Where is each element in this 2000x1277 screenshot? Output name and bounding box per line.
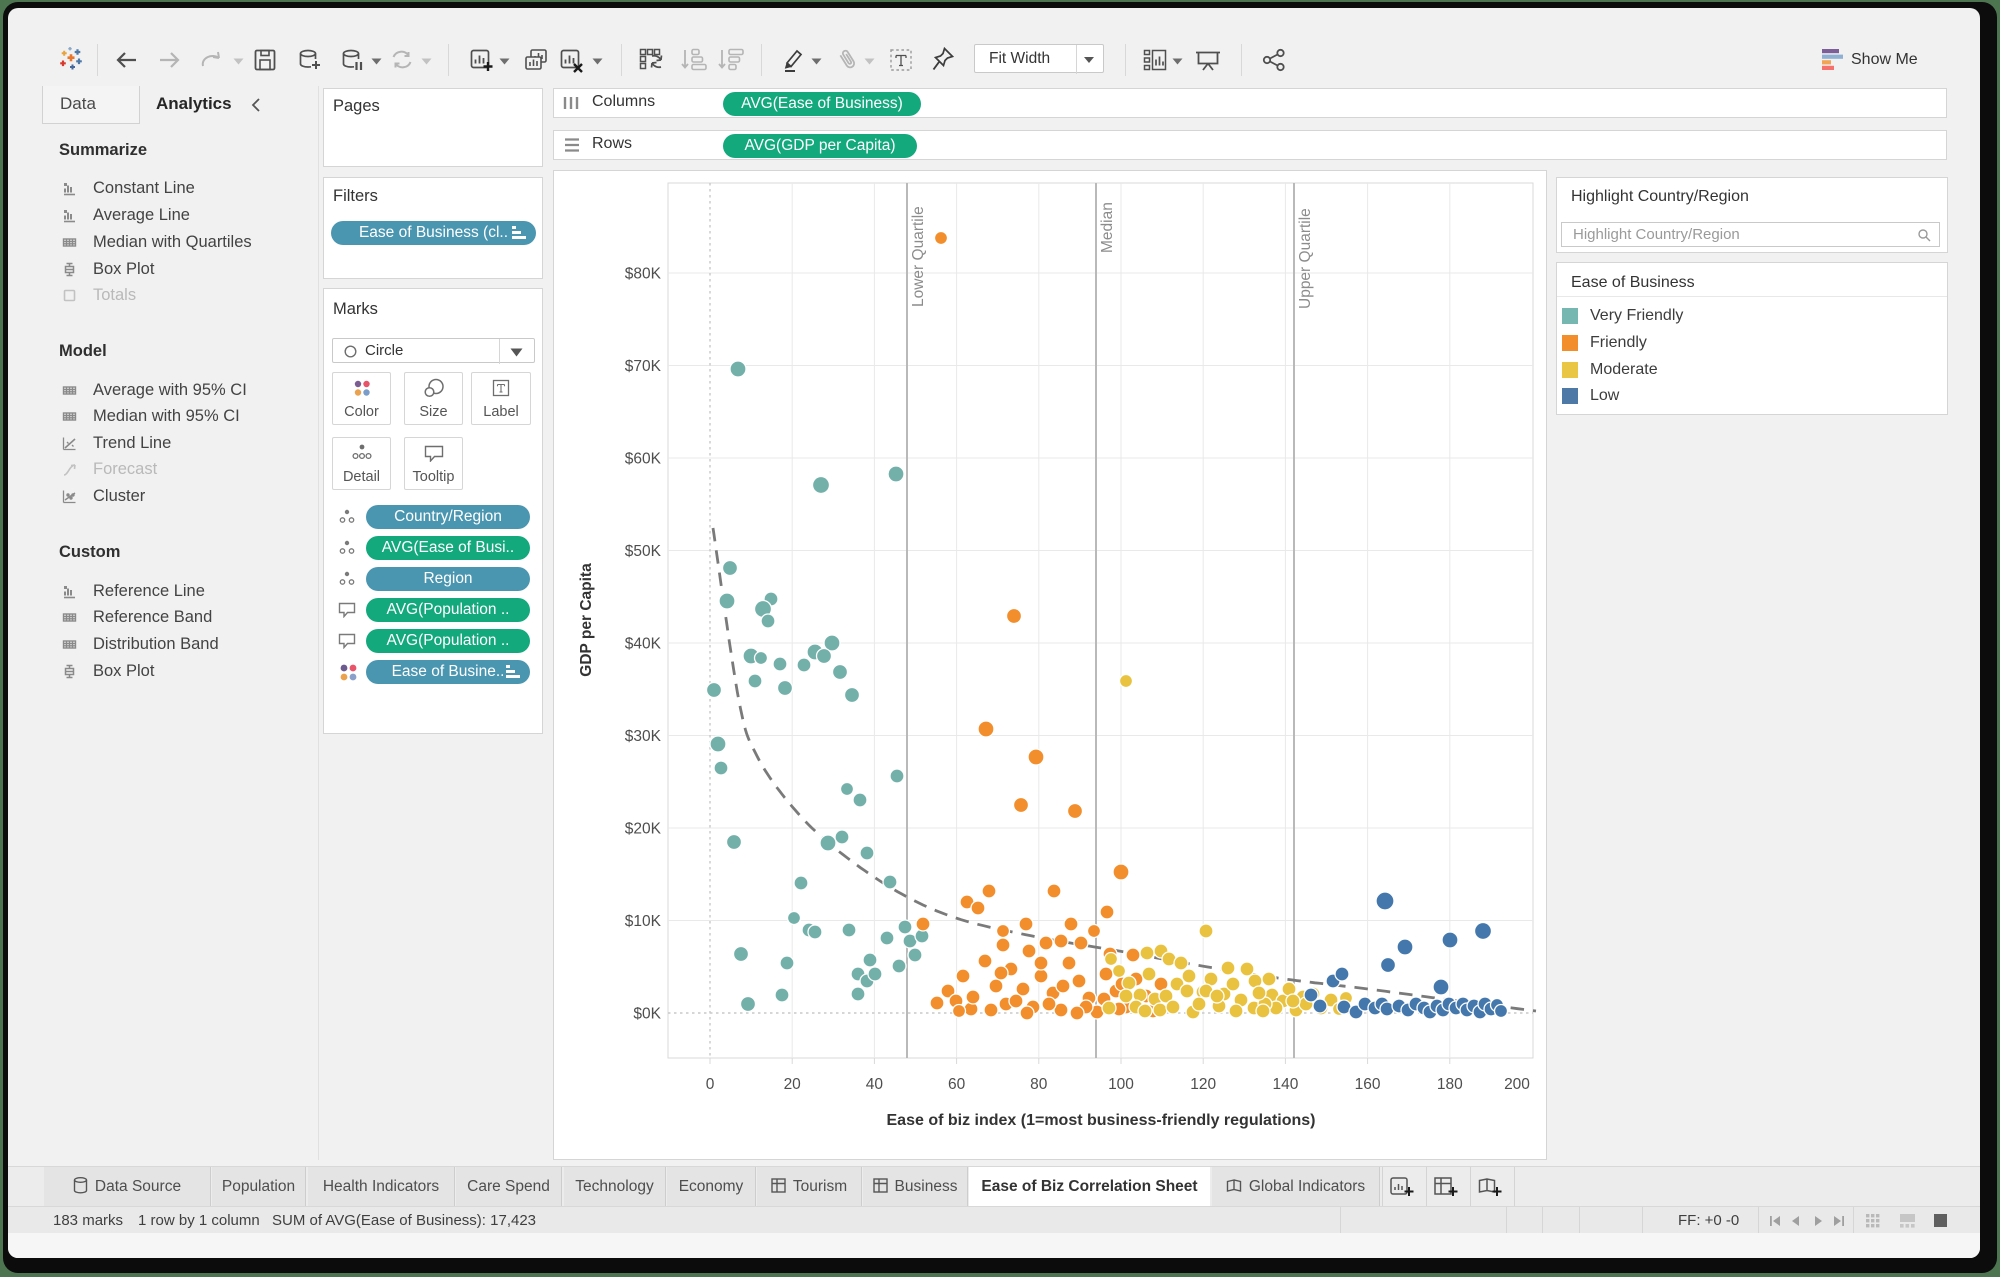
- svg-text:$70K: $70K: [625, 358, 662, 375]
- svg-text:Ease of biz index (1=most busi: Ease of biz index (1=most business-frien…: [887, 1112, 1316, 1129]
- svg-text:$0K: $0K: [633, 1006, 661, 1023]
- svg-text:$50K: $50K: [625, 543, 662, 560]
- svg-text:$80K: $80K: [625, 266, 662, 283]
- svg-text:120: 120: [1190, 1076, 1216, 1093]
- svg-text:$60K: $60K: [625, 451, 662, 468]
- svg-text:20: 20: [784, 1076, 802, 1093]
- svg-text:60: 60: [948, 1076, 966, 1093]
- svg-text:Upper Quartile: Upper Quartile: [1297, 208, 1314, 309]
- svg-text:160: 160: [1355, 1076, 1381, 1093]
- svg-text:Lower Quartile: Lower Quartile: [910, 206, 927, 307]
- svg-text:$10K: $10K: [625, 913, 662, 930]
- svg-text:$30K: $30K: [625, 728, 662, 745]
- svg-text:GDP per Capita: GDP per Capita: [578, 563, 595, 677]
- svg-text:180: 180: [1437, 1076, 1463, 1093]
- svg-text:80: 80: [1030, 1076, 1048, 1093]
- svg-text:0: 0: [706, 1076, 715, 1093]
- svg-text:$20K: $20K: [625, 821, 662, 838]
- svg-text:Median: Median: [1099, 202, 1116, 253]
- svg-text:40: 40: [866, 1076, 884, 1093]
- svg-text:$40K: $40K: [625, 636, 662, 653]
- svg-text:100: 100: [1108, 1076, 1134, 1093]
- svg-text:140: 140: [1272, 1076, 1298, 1093]
- svg-text:200: 200: [1504, 1076, 1530, 1093]
